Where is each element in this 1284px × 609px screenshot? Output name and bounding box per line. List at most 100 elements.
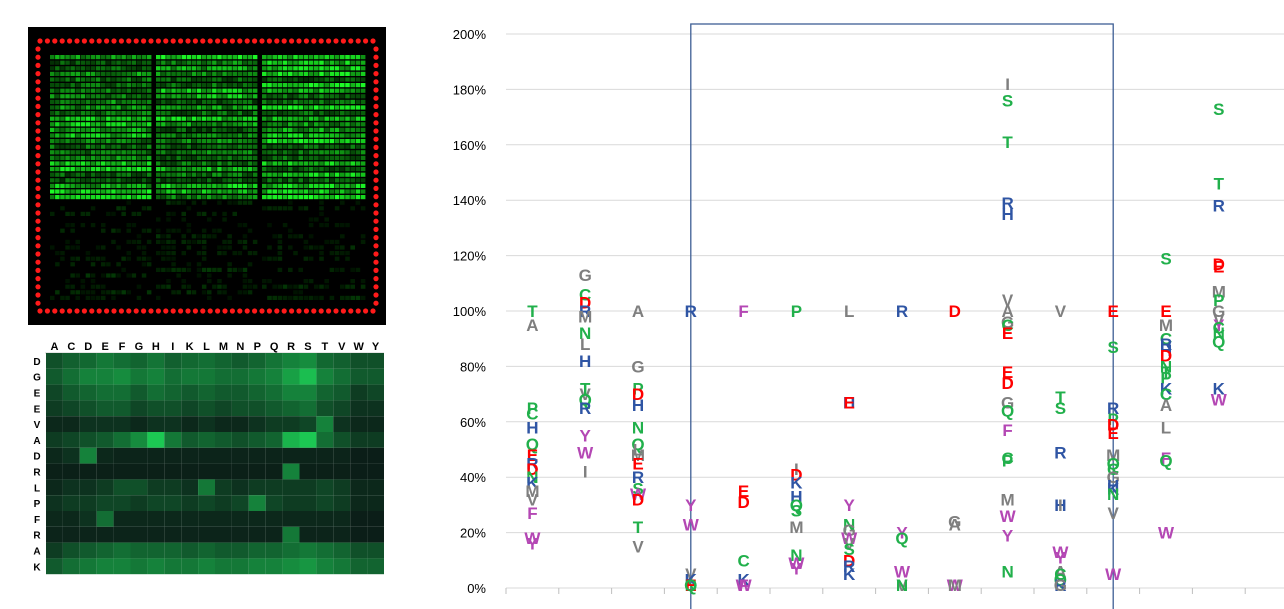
heatmap-cell	[79, 542, 97, 559]
data-point-H: H	[1001, 205, 1013, 224]
heatmap-column-label: W	[353, 341, 364, 353]
border-dot	[370, 308, 376, 314]
heatmap-cell	[79, 447, 97, 464]
heatmap-column-label: P	[254, 341, 261, 353]
heatmap-cell	[350, 368, 368, 385]
heatmap-cell	[62, 558, 80, 575]
data-point-K: K	[843, 565, 856, 584]
heatmap-cell	[96, 542, 114, 559]
border-dot	[59, 38, 65, 44]
border-dot	[281, 38, 287, 44]
heatmap-cell	[96, 416, 114, 432]
heatmap-cell	[367, 432, 384, 448]
data-point-D: D	[632, 490, 644, 509]
heatmap-cell	[113, 526, 131, 543]
border-dot	[373, 95, 379, 101]
data-point-Y: Y	[844, 496, 856, 515]
border-dot	[126, 38, 132, 44]
heatmap-cell	[299, 432, 317, 448]
heatmap-cell	[130, 463, 148, 480]
heatmap-cell	[231, 384, 249, 401]
heatmap-cell	[46, 511, 63, 527]
heatmap-column-label: A	[50, 341, 58, 353]
border-dot	[35, 169, 41, 175]
border-dot	[274, 308, 280, 314]
border-dot	[373, 169, 379, 175]
heatmap-cell	[96, 463, 114, 480]
heatmap-cell	[299, 511, 317, 527]
border-dot	[373, 103, 379, 109]
heatmap-cell	[282, 416, 300, 432]
heatmap-cell	[215, 416, 232, 432]
border-dot	[222, 38, 228, 44]
border-dot	[373, 243, 379, 249]
heatmap-cell	[265, 463, 283, 480]
heatmap-cell	[130, 526, 148, 543]
heatmap-cell	[147, 479, 165, 496]
border-dot	[363, 38, 369, 44]
data-point-F: F	[738, 576, 748, 595]
heatmap-cell	[147, 432, 165, 448]
data-point-R: R	[632, 468, 644, 487]
border-dot	[333, 38, 339, 44]
heatmap-cell	[299, 479, 317, 496]
y-tick-label: 60%	[460, 415, 486, 430]
border-dot	[35, 95, 41, 101]
data-point-T: T	[580, 380, 591, 399]
heatmap-cell	[282, 368, 300, 385]
heatmap-cell	[282, 495, 300, 511]
y-tick-label: 0%	[467, 581, 486, 596]
heatmap-cell	[164, 558, 182, 575]
border-dot	[229, 308, 235, 314]
heatmap-row-label: P	[34, 499, 41, 510]
border-dot	[373, 300, 379, 306]
heatmap-cell	[299, 495, 317, 511]
border-dot	[35, 120, 41, 126]
data-point-S: S	[1108, 338, 1119, 357]
data-point-K: K	[790, 474, 803, 493]
heatmap-cell	[164, 542, 182, 559]
border-dot	[133, 308, 139, 314]
data-point-C: C	[1054, 565, 1066, 584]
heatmap-cell	[316, 463, 334, 480]
heatmap-cell	[181, 495, 199, 511]
heatmap-cell	[333, 495, 351, 511]
border-dot	[200, 38, 206, 44]
heatmap-cell	[299, 400, 317, 417]
data-point-G: G	[1001, 393, 1014, 412]
data-point-S: S	[791, 501, 802, 520]
heatmap-cell	[265, 353, 283, 369]
data-point-V: V	[685, 565, 697, 584]
heatmap-cell	[147, 368, 165, 385]
heatmap-cell	[316, 542, 334, 559]
heatmap-column-label: Q	[270, 341, 279, 353]
data-point-T: T	[1161, 363, 1172, 382]
heatmap-cell	[215, 353, 232, 369]
border-dot	[96, 38, 102, 44]
heatmap-cell	[147, 495, 165, 511]
heatmap-cell	[113, 495, 131, 511]
heatmap-cell	[265, 511, 283, 527]
y-tick-label: 100%	[453, 304, 487, 319]
heatmap-cell	[181, 432, 199, 448]
border-dot	[170, 308, 176, 314]
heatmap-cell	[316, 400, 334, 417]
heatmap-cell	[333, 368, 351, 385]
border-dot	[303, 38, 309, 44]
data-point-R: R	[843, 557, 855, 576]
heatmap-cell	[282, 400, 300, 417]
heatmap-cell	[265, 368, 283, 385]
heatmap-cell	[282, 463, 300, 480]
heatmap-cell	[79, 400, 97, 417]
heatmap-cell	[248, 479, 266, 496]
heatmap-cell	[147, 400, 165, 417]
border-dot	[370, 38, 376, 44]
border-dot	[35, 128, 41, 134]
heatmap-cell	[113, 416, 131, 432]
data-point-D: D	[632, 385, 644, 404]
heatmap-cell	[367, 384, 384, 401]
data-point-W: W	[947, 576, 964, 595]
data-point-Q: Q	[790, 496, 803, 515]
data-point-E: E	[844, 393, 855, 412]
